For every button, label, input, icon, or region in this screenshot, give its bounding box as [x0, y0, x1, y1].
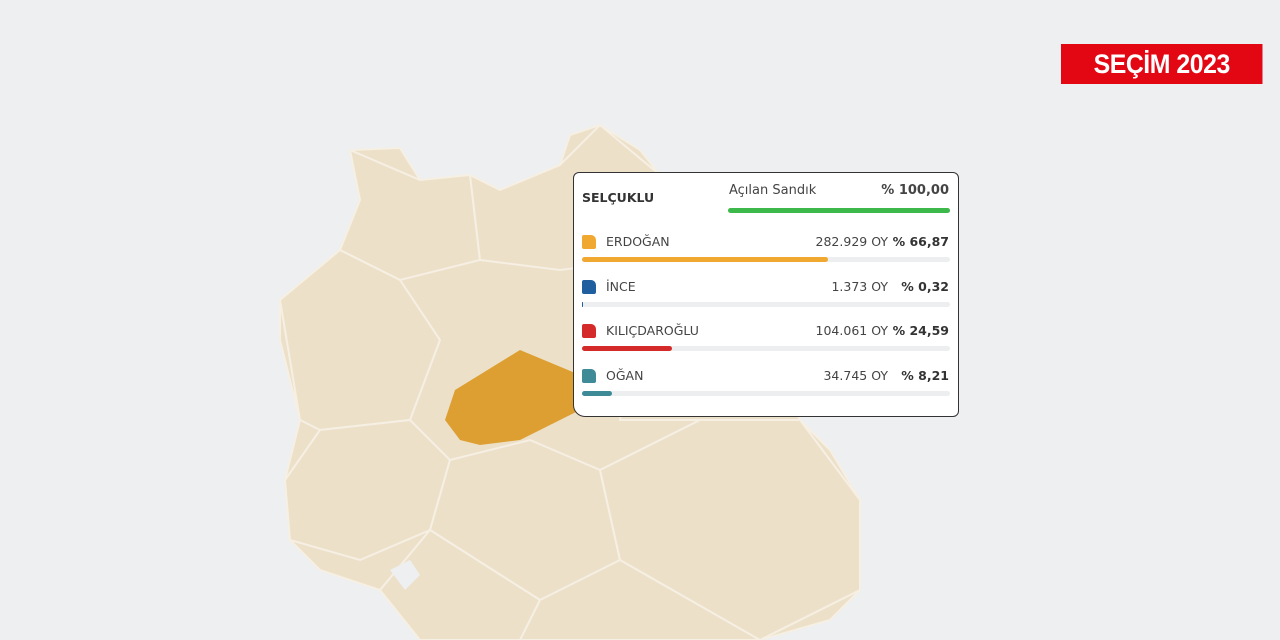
- election-badge: SEÇİM 2023: [1061, 44, 1263, 84]
- selected-district[interactable]: [445, 350, 600, 445]
- candidate-percent: % 0,32: [901, 278, 949, 294]
- candidate-votes: 1.373 OY: [831, 278, 888, 294]
- percent-track: [582, 257, 950, 262]
- candidate-icon: [582, 368, 596, 383]
- candidate-percent: % 66,87: [892, 234, 949, 249]
- percent-bar: [582, 301, 584, 307]
- lake: [390, 560, 420, 590]
- candidate-name: ERDOĞAN: [606, 234, 670, 249]
- percent-track: [582, 346, 950, 351]
- opened-bar: [728, 208, 950, 213]
- percent-track: [582, 301, 950, 307]
- candidate-votes: 34.745 OY: [823, 367, 888, 383]
- result-popup: SELÇUKLU Açılan Sandık % 100,00 ERDOĞAN 2…: [573, 172, 959, 417]
- candidate-icon: [582, 235, 596, 249]
- candidate-icon: [582, 324, 596, 338]
- percent-bar: [582, 346, 673, 351]
- candidate-name: KILIÇDAROĞLU: [606, 323, 699, 338]
- candidate-votes: 282.929 OY: [815, 234, 888, 249]
- district-name: SELÇUKLU: [582, 190, 655, 205]
- opened-percent: % 100,00: [881, 183, 949, 198]
- opened-track: [728, 208, 950, 213]
- percent-bar: [582, 257, 829, 262]
- candidate-percent: % 24,59: [892, 323, 949, 338]
- candidate-votes: 104.061 OY: [815, 323, 888, 338]
- opened-title: Açılan Sandık: [729, 183, 817, 198]
- candidate-name: İNCE: [606, 278, 636, 294]
- district: [278, 248, 442, 432]
- candidate-icon: [582, 279, 596, 294]
- district: [338, 148, 482, 282]
- percent-bar: [582, 390, 613, 396]
- candidate-percent: % 8,21: [901, 367, 949, 383]
- district: [283, 418, 452, 562]
- percent-track: [582, 390, 950, 396]
- district: [378, 528, 542, 640]
- candidate-name: OĞAN: [606, 367, 644, 383]
